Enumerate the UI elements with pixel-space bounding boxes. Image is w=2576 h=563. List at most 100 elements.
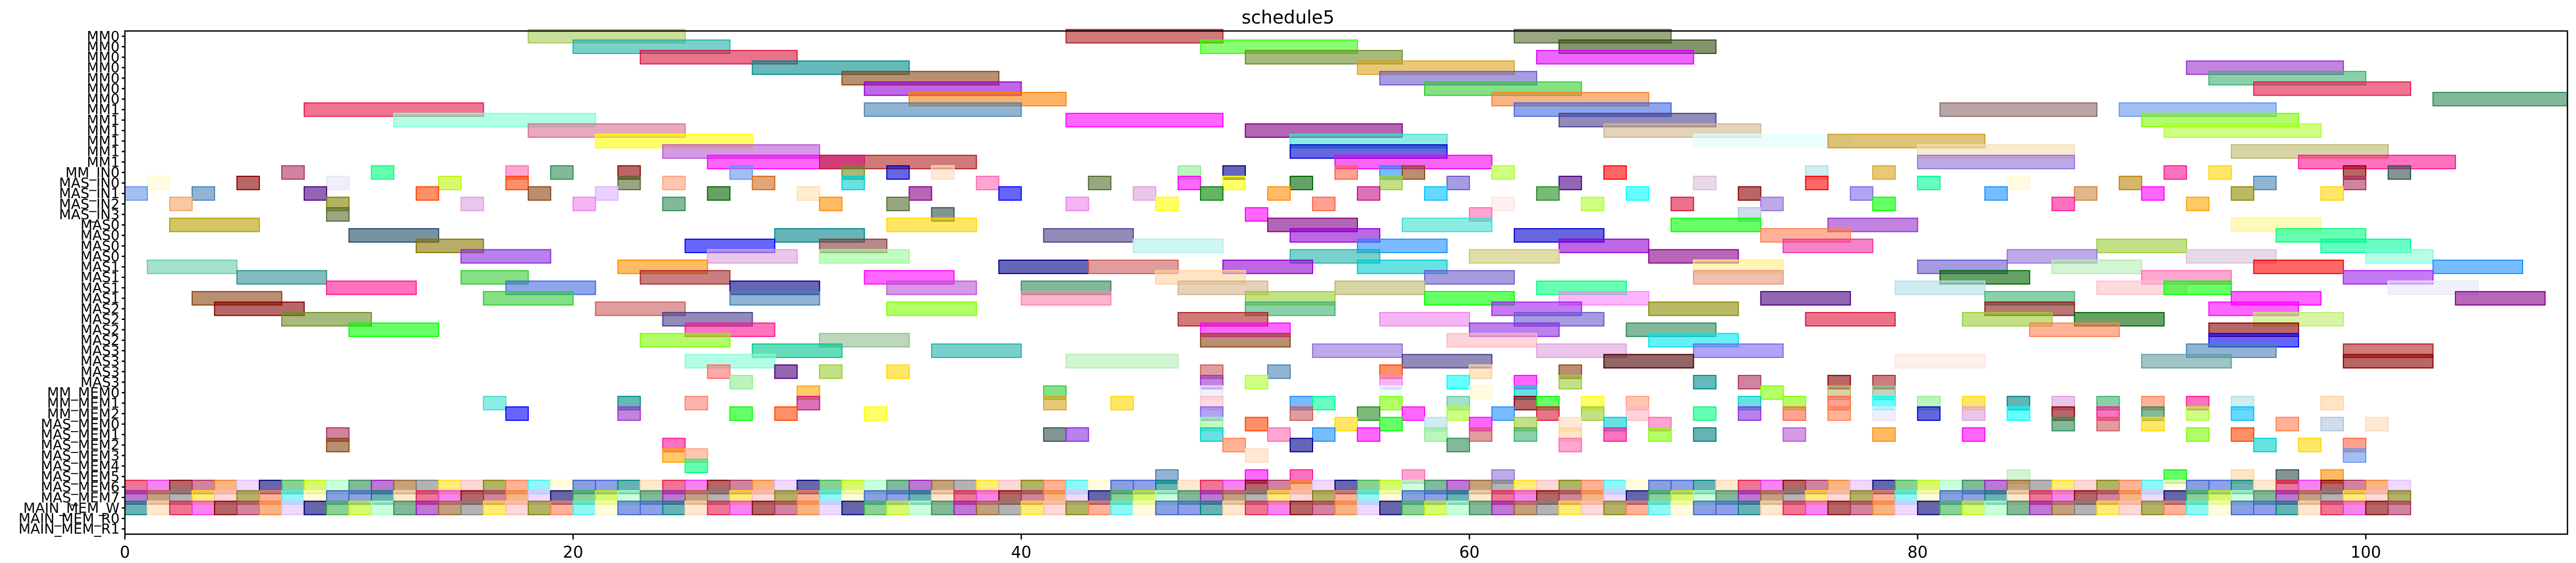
gantt-bar-50	[550, 165, 574, 180]
gantt-bar-678	[1737, 501, 1761, 515]
gantt-bar-69	[146, 176, 170, 191]
y-tick-label: MAS_MEM1	[41, 427, 120, 443]
gantt-bar-90	[2119, 176, 2143, 191]
gantt-bar-272	[1446, 374, 1470, 389]
gantt-bar-290	[684, 396, 708, 411]
gantt-bar-610	[214, 501, 238, 515]
gantt-bar-382	[1446, 437, 1470, 452]
gantt-bar-680	[1782, 501, 1806, 515]
gantt-bar-609	[191, 501, 215, 515]
gantt-bar-33	[2163, 123, 2322, 138]
gantt-bar-693	[2074, 501, 2098, 515]
gantt-bar-634	[752, 501, 776, 515]
gantt-bar-702	[2275, 501, 2300, 515]
gantt-bar-143	[1670, 217, 1761, 232]
gantt-bar-77	[841, 176, 865, 191]
gantt-bar-116	[2320, 186, 2344, 201]
gantt-bar-114	[2141, 186, 2165, 201]
gantt-bar-95	[303, 186, 327, 201]
y-tick-label: MAS_MEM2	[41, 437, 120, 453]
gantt-bar-643	[953, 501, 977, 515]
gantt-bar-357	[2320, 417, 2344, 432]
gantt-bar-371	[1648, 427, 1672, 442]
gantt-bar-288	[483, 396, 507, 411]
gantt-bar-673	[1625, 501, 1649, 515]
gantt-bar-241	[1200, 333, 1291, 348]
y-tick-label: MAS0	[81, 238, 120, 254]
gantt-bar-192	[326, 280, 417, 295]
gantt-bar-341	[2186, 406, 2210, 421]
gantt-bar-76	[752, 176, 776, 191]
gantt-bar-102	[998, 186, 1022, 201]
gantt-bar-182	[236, 270, 327, 285]
gantt-bar-220	[1648, 301, 1739, 316]
gantt-bar-646	[1021, 501, 1045, 515]
gantt-bar-383	[1558, 437, 1582, 452]
gantt-bar-79	[1088, 176, 1112, 191]
gantt-bar-292	[1043, 396, 1067, 411]
gantt-bar-333	[1827, 406, 1851, 421]
gantt-bar-275	[1693, 374, 1717, 389]
gantt-bar-89	[2006, 176, 2030, 191]
gantt-bar-242	[1446, 333, 1537, 348]
y-tick-label: MAIN_MEM_W	[23, 501, 120, 517]
gantt-bar-335	[1917, 406, 1941, 421]
gantt-bar-630	[662, 501, 686, 515]
gantt-bar-133	[2186, 197, 2210, 212]
gantt-bar-367	[1468, 427, 1492, 442]
gantt-bar-134	[326, 207, 350, 222]
gantt-bar-655	[1222, 501, 1246, 515]
y-tick-label: MM0	[87, 39, 120, 55]
gantt-bar-123	[886, 197, 910, 212]
y-tick-label: MAS_MEM6	[41, 480, 120, 496]
x-tick-label: 20	[563, 543, 583, 562]
y-tick-label: MM_MEM1	[47, 396, 120, 412]
gantt-bar-328	[1581, 406, 1605, 421]
gantt-bar-61	[1491, 165, 1515, 180]
x-axis-ticks: 0 20 40 60 80 100	[120, 534, 2381, 562]
gantt-bar-636	[796, 501, 820, 515]
gantt-bar-119	[460, 197, 484, 212]
gantt-bar-70	[236, 176, 260, 191]
gantt-bar-55	[931, 165, 955, 180]
gantt-bar-47	[281, 165, 305, 180]
gantt-bar-327	[1536, 406, 1560, 421]
gantt-bar-259	[707, 364, 731, 379]
gantt-bar-228	[1805, 312, 1896, 327]
gantt-bar-653	[1178, 501, 1202, 515]
gantt-bar-377	[2231, 427, 2255, 442]
gantt-bar-127	[1491, 197, 1515, 212]
gantt-bar-683	[1850, 501, 1874, 515]
gantt-bar-187	[1424, 270, 1515, 285]
y-axis-labels: MM0MM0MM0MM0MM0MM0MM0MM1MM1MM1MM1MM1MM1M…	[19, 29, 125, 537]
y-tick-label: MAS1	[81, 291, 120, 307]
gantt-bar-707	[2388, 501, 2412, 515]
gantt-bar-633	[729, 501, 753, 515]
gantt-bar-661	[1356, 501, 1380, 515]
gantt-bar-621	[460, 501, 484, 515]
gantt-bar-101	[908, 186, 933, 201]
gantt-bar-91	[2253, 176, 2277, 191]
gantt-bar-374	[1872, 427, 1896, 442]
gantt-bar-664	[1424, 501, 1448, 515]
gantt-bar-58	[1334, 165, 1358, 180]
gantt-bar-97	[527, 186, 551, 201]
x-tick-label: 40	[1011, 543, 1031, 562]
gantt-bar-618	[393, 501, 417, 515]
gantt-bar-60	[1401, 165, 1425, 180]
gantt-bar-358	[2365, 417, 2389, 432]
gantt-bar-124	[1065, 197, 1089, 212]
gantt-bar-211	[1760, 291, 1851, 306]
gantt-bar-128	[1581, 197, 1605, 212]
gantt-bar-72	[438, 176, 462, 191]
gantt-bar-205	[483, 291, 574, 306]
gantt-bar-226	[1379, 312, 1470, 327]
chart-title: schedule5	[1242, 7, 1334, 28]
gantt-bar-608	[169, 501, 193, 515]
gantt-bar-356	[2275, 417, 2300, 432]
y-tick-label: MAS2	[81, 312, 120, 328]
gantt-bar-184	[639, 270, 731, 285]
gantt-bar-120	[572, 197, 596, 212]
gantt-bar-663	[1401, 501, 1425, 515]
gantt-bar-390	[2343, 448, 2367, 463]
